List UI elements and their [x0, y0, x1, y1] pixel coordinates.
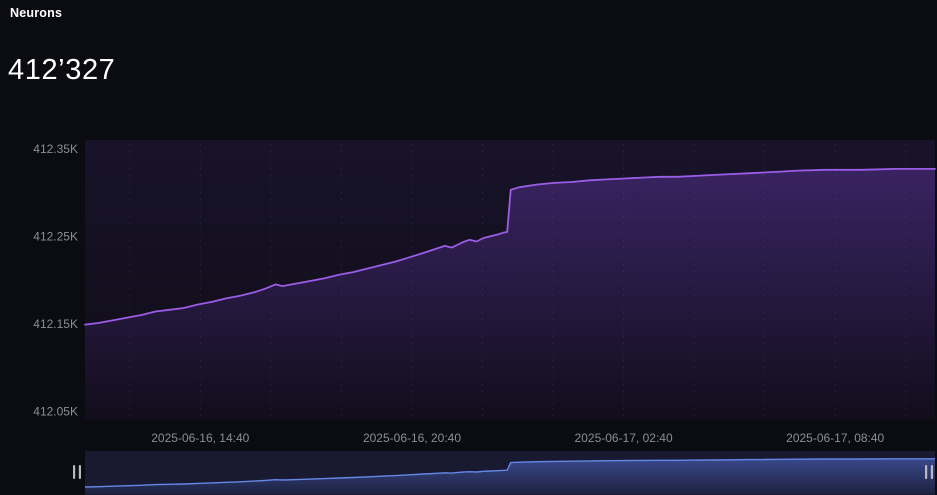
x-axis-tick-label: 2025-06-17, 02:40: [575, 431, 673, 445]
drag-handle-icon: [930, 465, 933, 479]
drag-handle-icon: [925, 465, 928, 479]
y-axis-tick-label: 412.35K: [33, 142, 78, 156]
range-handle-right[interactable]: [925, 465, 933, 479]
y-axis-tick-label: 412.25K: [33, 229, 78, 243]
y-axis-tick-label: 412.05K: [33, 404, 78, 418]
x-axis-tick-label: 2025-06-16, 20:40: [363, 431, 461, 445]
series-area-fill: [85, 168, 935, 420]
drag-handle-icon: [78, 465, 81, 479]
drag-handle-icon: [73, 465, 76, 479]
x-axis-tick-label: 2025-06-17, 08:40: [786, 431, 884, 445]
x-axis-tick-label: 2025-06-16, 14:40: [151, 431, 249, 445]
page-title: Neurons: [10, 6, 63, 20]
selected-range-overlay[interactable]: [85, 451, 935, 495]
range-handle-left[interactable]: [73, 465, 81, 479]
neurons-count-value: 412’327: [8, 54, 116, 86]
neurons-series-line: [84, 168, 936, 326]
minimap-area-fill: [85, 458, 935, 494]
minimap-series-line: [84, 458, 935, 488]
y-axis-tick-label: 412.15K: [33, 317, 78, 331]
